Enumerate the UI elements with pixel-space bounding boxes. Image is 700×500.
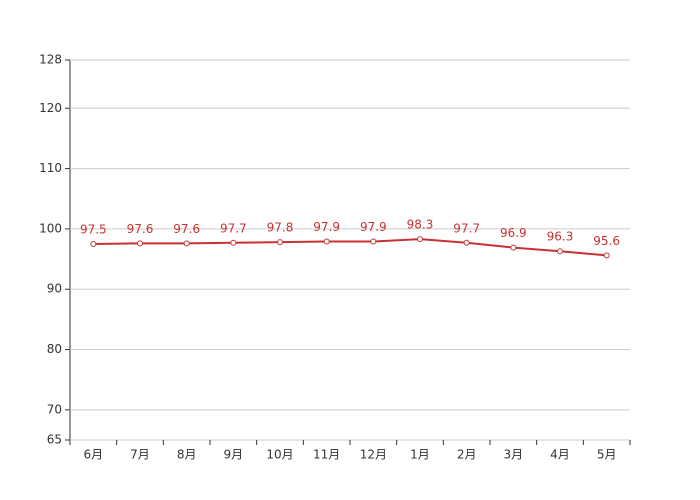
value-label: 97.6 [173,222,200,236]
y-tick-label: 70 [47,402,62,416]
y-tick-label: 110 [39,161,62,175]
x-tick-label: 1月 [410,448,430,462]
y-tick-label: 128 [39,53,62,67]
value-label: 97.6 [127,222,154,236]
point [417,236,423,243]
value-label: 98.3 [407,218,434,232]
value-label: 96.3 [547,230,574,244]
point [230,239,237,246]
point [370,238,377,245]
value-label: 95.6 [593,234,620,248]
x-tick-label: 7月 [130,448,150,462]
point [137,240,143,247]
point [277,239,283,246]
y-tick-label: 90 [47,282,62,296]
x-tick-label: 10月 [266,448,293,462]
value-label: 97.9 [313,220,340,234]
value-label: 96.9 [500,226,527,240]
x-tick-label: 11月 [313,448,340,462]
point [557,248,563,255]
x-tick-label: 4月 [550,448,570,462]
value-label: 97.8 [267,221,294,235]
point [603,252,610,259]
point [510,244,517,251]
x-tick-label: 12月 [360,448,387,462]
x-tick-label: 5月 [597,448,617,462]
y-tick-label: 65 [47,433,62,447]
point [183,240,190,247]
x-tick-label: 6月 [84,448,104,462]
value-label: 97.9 [360,220,387,234]
x-tick-label: 3月 [504,448,524,462]
value-label: 97.5 [80,222,107,236]
value-label: 97.7 [220,221,247,235]
point [323,238,330,245]
y-tick-label: 80 [47,342,62,356]
y-tick-label: 120 [39,101,62,115]
point [90,240,97,247]
x-tick-label: 8月 [177,448,197,462]
x-tick-label: 2月 [457,448,477,462]
point [463,239,470,246]
y-tick-label: 100 [39,221,62,235]
value-label: 97.7 [453,221,480,235]
line [93,238,607,257]
x-tick-label: 9月 [224,448,244,462]
